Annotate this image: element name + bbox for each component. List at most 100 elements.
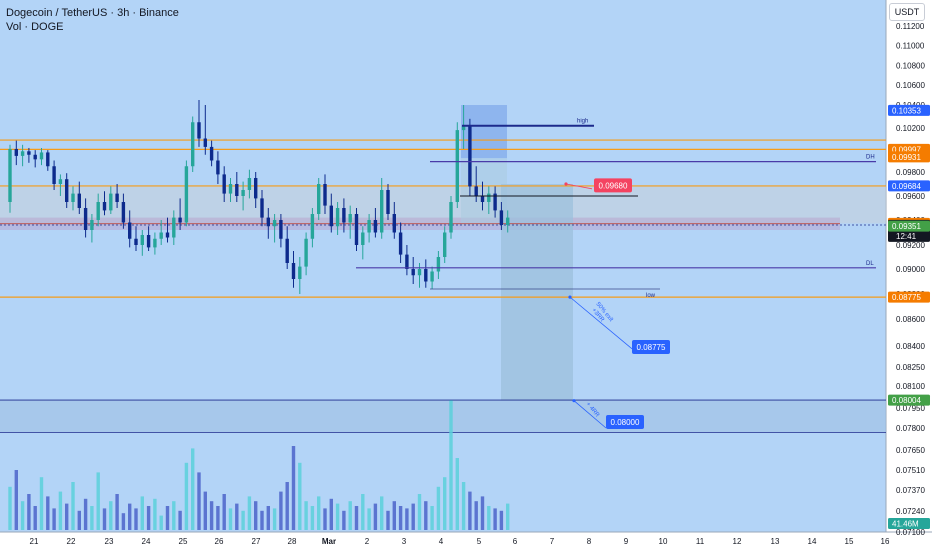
volume-bar bbox=[228, 508, 233, 530]
target-label-text: 0.08000 bbox=[611, 418, 640, 427]
volume-bar bbox=[361, 494, 365, 530]
volume-bar bbox=[96, 472, 100, 530]
x-tick-label: 25 bbox=[179, 537, 188, 546]
volume-bar bbox=[455, 458, 459, 530]
candle-body bbox=[411, 269, 415, 276]
candle-body bbox=[417, 269, 422, 276]
y-tick-label: 0.10600 bbox=[896, 81, 925, 90]
candle-body bbox=[474, 186, 478, 196]
volume-bar bbox=[90, 506, 94, 530]
volume-bar bbox=[58, 491, 63, 530]
y-tick-label: 0.08250 bbox=[896, 363, 925, 372]
price-axis-panel bbox=[886, 0, 932, 550]
price-label-text: 0.08775 bbox=[892, 293, 921, 302]
y-tick-label: 0.10800 bbox=[896, 61, 925, 70]
candle-body bbox=[52, 166, 56, 184]
candle-body bbox=[109, 193, 113, 211]
y-tick-label: 0.10200 bbox=[896, 124, 925, 133]
candle-body bbox=[58, 179, 63, 184]
volume-bar bbox=[279, 491, 283, 530]
symbol-title[interactable]: Dogecoin / TetherUS · 3h · Binance bbox=[6, 7, 179, 19]
price-label-text: 0.09931 bbox=[892, 153, 921, 162]
volume-bar bbox=[184, 462, 189, 530]
target-label-bg bbox=[632, 340, 670, 354]
y-tick-label: 0.07240 bbox=[896, 507, 925, 516]
x-tick-label: 4 bbox=[439, 537, 444, 546]
currency-button[interactable]: USDT bbox=[889, 3, 925, 21]
volume-bar bbox=[461, 482, 466, 530]
volume-bar bbox=[342, 510, 346, 530]
volume-bar bbox=[354, 506, 359, 530]
volume-bar bbox=[443, 477, 447, 530]
y-tick-label: 0.07100 bbox=[896, 528, 925, 537]
candle-body bbox=[134, 238, 138, 245]
volume-bar bbox=[121, 513, 126, 530]
volume-bar bbox=[153, 498, 157, 530]
volume-bar bbox=[254, 501, 258, 530]
target-label-text: 0.08775 bbox=[637, 343, 666, 352]
target-label-bg bbox=[594, 178, 632, 193]
volume-bar bbox=[373, 503, 378, 530]
annotation-low: low bbox=[646, 293, 656, 299]
candle-body bbox=[449, 202, 453, 233]
price-label-text: 41.46M bbox=[892, 520, 919, 529]
volume-bar bbox=[405, 508, 409, 530]
candle-body bbox=[235, 184, 239, 196]
candle-body bbox=[499, 210, 504, 225]
candle-body bbox=[506, 217, 510, 225]
price-label: 0.09931 bbox=[888, 151, 930, 163]
price-label: 0.08775 bbox=[888, 291, 930, 303]
candle-body bbox=[172, 217, 176, 238]
candle-body bbox=[65, 179, 69, 202]
price-label-text: 0.10353 bbox=[892, 106, 921, 115]
target-box bbox=[501, 184, 573, 401]
candle-body bbox=[398, 232, 403, 255]
volume-indicator-label[interactable]: Vol · DOGE bbox=[6, 21, 64, 33]
candle-body bbox=[39, 152, 44, 160]
volume-bar bbox=[417, 494, 422, 530]
volume-bar bbox=[317, 496, 321, 530]
candle-body bbox=[361, 232, 365, 245]
candle-body bbox=[178, 217, 182, 223]
price-label-bg bbox=[888, 518, 930, 529]
x-tick-label: 5 bbox=[477, 537, 482, 546]
x-tick-label: 21 bbox=[30, 537, 39, 546]
volume-bar bbox=[468, 491, 472, 530]
x-tick-label: 11 bbox=[696, 537, 705, 546]
target-connector bbox=[565, 183, 593, 190]
target-label: 0.08775 bbox=[632, 340, 670, 354]
candle-body bbox=[329, 205, 333, 227]
target-label-bg bbox=[606, 415, 644, 429]
y-tick-label: 0.08600 bbox=[896, 315, 925, 324]
volume-bar bbox=[449, 400, 453, 530]
y-tick-label: 0.11200 bbox=[896, 22, 925, 31]
volume-bar bbox=[8, 486, 12, 530]
candle-body bbox=[83, 208, 88, 230]
volume-bar bbox=[83, 498, 88, 530]
candle-body bbox=[20, 151, 25, 156]
volume-bar bbox=[178, 510, 182, 530]
y-tick-label: 0.07800 bbox=[896, 424, 925, 433]
volume-bar bbox=[506, 503, 510, 530]
candle-body bbox=[266, 217, 270, 227]
volume-bar bbox=[203, 491, 207, 530]
candle-body bbox=[392, 214, 396, 233]
y-tick-label: 0.11000 bbox=[896, 42, 925, 51]
candle-body bbox=[260, 198, 264, 218]
volume-bar bbox=[77, 510, 81, 530]
price-label: 0.09351 bbox=[888, 220, 930, 232]
volume-bar bbox=[115, 494, 119, 530]
candle-body bbox=[304, 238, 308, 267]
x-tick-label: 22 bbox=[67, 537, 76, 546]
chart-header: Dogecoin / TetherUS · 3h · Binance Vol ·… bbox=[6, 6, 179, 34]
price-label-bg bbox=[888, 394, 930, 406]
lower-zone bbox=[0, 400, 886, 433]
candle-body bbox=[310, 214, 315, 239]
candle-body bbox=[77, 193, 81, 208]
volume-bar bbox=[235, 503, 239, 530]
volume-bar bbox=[392, 501, 396, 530]
candle-body bbox=[27, 151, 31, 155]
candle-body bbox=[191, 122, 195, 167]
